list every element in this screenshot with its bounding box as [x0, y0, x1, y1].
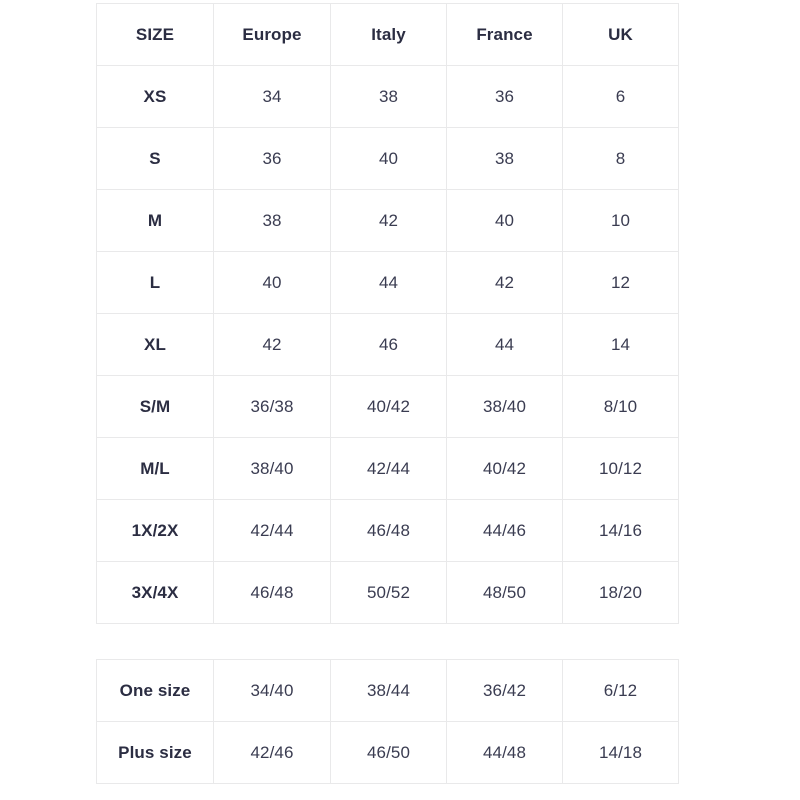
secondary-table-wrapper: One size 34/40 38/44 36/42 6/12 Plus size 42/4…	[96, 659, 679, 784]
row-size-label: 1X/2X	[96, 499, 214, 562]
cell-uk: 6	[562, 65, 679, 128]
table-row: M/L 38/40 42/44 40/42 10/12	[96, 437, 679, 500]
cell-europe: 38	[213, 189, 331, 252]
row-size-label: Plus size	[96, 721, 214, 784]
secondary-size-conversion-table: One size 34/40 38/44 36/42 6/12 Plus size 42/4…	[96, 659, 679, 784]
cell-france: 36/42	[446, 659, 563, 722]
cell-uk: 14/18	[562, 721, 679, 784]
row-size-label: S/M	[96, 375, 214, 438]
table-row: XL 42 46 44 14	[96, 313, 679, 376]
table-row: M 38 42 40 10	[96, 189, 679, 252]
cell-uk: 14	[562, 313, 679, 376]
row-size-label: L	[96, 251, 214, 314]
cell-italy: 44	[330, 251, 447, 314]
cell-italy: 46/50	[330, 721, 447, 784]
cell-europe: 36	[213, 127, 331, 190]
table-row: XS 34 38 36 6	[96, 65, 679, 128]
column-header-france: France	[446, 3, 563, 66]
table-row: S/M 36/38 40/42 38/40 8/10	[96, 375, 679, 438]
column-header-italy: Italy	[330, 3, 447, 66]
row-size-label: M/L	[96, 437, 214, 500]
cell-uk: 8	[562, 127, 679, 190]
cell-europe: 42	[213, 313, 331, 376]
cell-italy: 46	[330, 313, 447, 376]
row-size-label: M	[96, 189, 214, 252]
row-size-label: S	[96, 127, 214, 190]
cell-italy: 38/44	[330, 659, 447, 722]
cell-italy: 40/42	[330, 375, 447, 438]
cell-europe: 42/44	[213, 499, 331, 562]
cell-uk: 6/12	[562, 659, 679, 722]
primary-size-conversion-table: SIZE Europe Italy France UK XS 34 38 36 6 S 36 40 38 8…	[96, 3, 679, 624]
row-size-label: XL	[96, 313, 214, 376]
cell-france: 38	[446, 127, 563, 190]
table-row: 3X/4X 46/48 50/52 48/50 18/20	[96, 561, 679, 624]
cell-uk: 10	[562, 189, 679, 252]
column-header-uk: UK	[562, 3, 679, 66]
row-size-label: XS	[96, 65, 214, 128]
cell-europe: 40	[213, 251, 331, 314]
table-row: 1X/2X 42/44 46/48 44/46 14/16	[96, 499, 679, 562]
cell-france: 48/50	[446, 561, 563, 624]
row-size-label: 3X/4X	[96, 561, 214, 624]
column-header-europe: Europe	[213, 3, 331, 66]
cell-uk: 10/12	[562, 437, 679, 500]
size-chart-container: SIZE Europe Italy France UK XS 34 38 36 6 S 36 40 38 8…	[96, 3, 679, 784]
cell-italy: 42	[330, 189, 447, 252]
cell-europe: 34	[213, 65, 331, 128]
row-size-label: One size	[96, 659, 214, 722]
cell-france: 40/42	[446, 437, 563, 500]
cell-uk: 8/10	[562, 375, 679, 438]
table-row: Plus size 42/46 46/50 44/48 14/18	[96, 721, 679, 784]
cell-uk: 12	[562, 251, 679, 314]
table-header-row: SIZE Europe Italy France UK	[96, 3, 679, 66]
cell-france: 44/46	[446, 499, 563, 562]
cell-italy: 40	[330, 127, 447, 190]
cell-europe: 38/40	[213, 437, 331, 500]
cell-france: 44	[446, 313, 563, 376]
cell-europe: 46/48	[213, 561, 331, 624]
table-row: L 40 44 42 12	[96, 251, 679, 314]
cell-italy: 50/52	[330, 561, 447, 624]
cell-italy: 46/48	[330, 499, 447, 562]
cell-uk: 14/16	[562, 499, 679, 562]
cell-france: 44/48	[446, 721, 563, 784]
cell-france: 36	[446, 65, 563, 128]
cell-italy: 42/44	[330, 437, 447, 500]
cell-france: 40	[446, 189, 563, 252]
cell-europe: 36/38	[213, 375, 331, 438]
column-header-size: SIZE	[96, 3, 214, 66]
table-row: One size 34/40 38/44 36/42 6/12	[96, 659, 679, 722]
cell-italy: 38	[330, 65, 447, 128]
cell-france: 38/40	[446, 375, 563, 438]
cell-france: 42	[446, 251, 563, 314]
cell-europe: 34/40	[213, 659, 331, 722]
table-row: S 36 40 38 8	[96, 127, 679, 190]
cell-uk: 18/20	[562, 561, 679, 624]
cell-europe: 42/46	[213, 721, 331, 784]
